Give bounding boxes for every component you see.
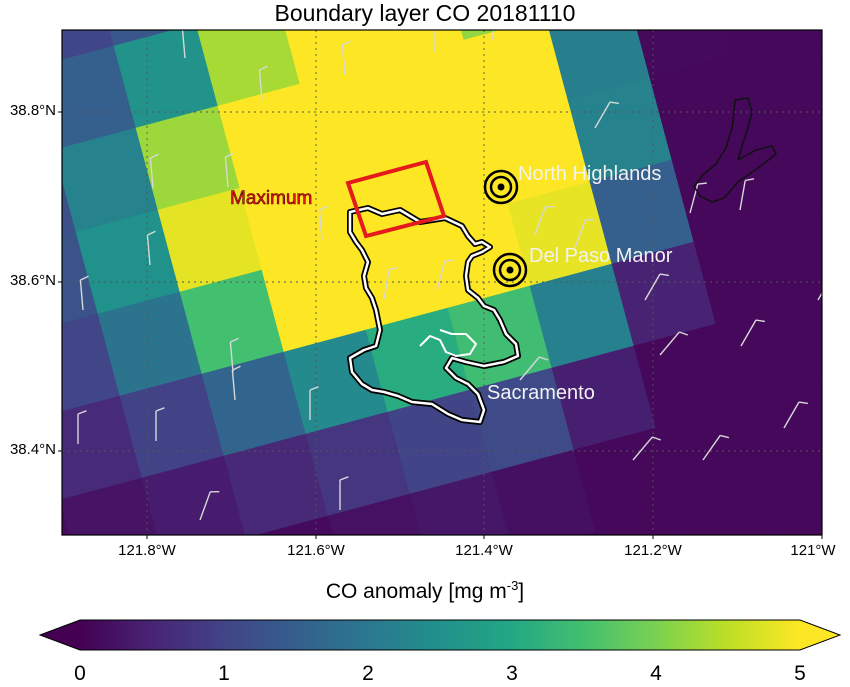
wind-barb [224,157,229,188]
axis-ticks [58,111,823,539]
wind-barb-flag [659,273,669,277]
wind-barb-flag [77,410,87,415]
wind-barb-flag [697,182,707,185]
wind-barb-flag [80,275,89,281]
colorbar-tick-1: 1 [218,662,230,685]
wind-barb [491,30,495,41]
lon-label-121-2: 121.2°W [624,542,682,559]
wind-barb-flag [609,101,619,105]
wind-barb [146,235,151,266]
wind-barb [740,319,757,347]
wind-barb-flag [720,434,730,439]
wind-barb [632,436,653,461]
wind-barb-flag [497,9,506,11]
place-label-del-paso-manor: Del Paso Manor [529,245,673,267]
maximum-box [345,159,447,239]
place-label-sacramento: Sacramento [487,382,595,404]
wind-barb [229,342,234,373]
wind-barb [181,30,186,59]
wind-barb-flag [259,65,268,71]
site-marker-north-highlands [483,169,519,205]
wind-barb [594,101,611,129]
colorbar-tick-3: 3 [506,662,518,685]
lon-label-121-4: 121.4°W [455,542,513,559]
lat-label-38-6: 38.6°N [9,272,56,289]
colorbar-tick-4: 4 [650,662,662,685]
wind-barb [739,180,746,211]
wind-barb-flag [389,267,399,271]
wind-barb-flag [539,356,549,361]
wind-barb-flag [309,386,319,391]
wind-barb-flag [339,476,349,481]
wind-barb [149,158,154,189]
map-title: Boundary layer CO 20181110 [274,0,576,26]
sacramento-boundary [348,206,520,424]
colorbar-title: CO anomaly [mg m-3] [325,578,525,603]
wind-barb [258,70,263,101]
wind-barb [659,331,680,356]
wind-barb [383,269,390,300]
wind-barb-flag [147,230,156,236]
colorbar-tick-0: 0 [74,662,86,685]
wind-barb-flag [652,436,662,441]
wind-barb-flag [150,153,159,159]
lon-label-121: 121°W [790,542,836,559]
wind-barb [574,219,586,249]
site-marker-del-paso-manor [492,252,528,288]
wind-barb-flag [225,152,234,158]
wind-barb [519,356,540,381]
wind-barb-flag [833,274,842,275]
wind-barb [644,273,661,301]
wind-barbs [77,9,842,521]
wind-barb-flag [230,337,239,343]
wind-barb [436,260,446,291]
colorbar-tick-2: 2 [362,662,374,685]
wind-barb-flag [444,259,454,262]
wind-barb-flag [182,24,190,28]
wind-barb-flag [798,401,808,405]
maximum-label: Maximum [230,188,312,209]
wind-barb [79,280,84,311]
wind-barb [231,370,236,401]
northeast-region-outline [693,97,777,203]
lat-label-38-8: 38.8°N [9,102,56,119]
wind-barb [817,291,822,301]
wind-barb-flag [342,40,351,46]
colorbar-tick-5: 5 [794,662,806,685]
wind-barb [199,491,211,521]
lat-label-38-4: 38.4°N [9,441,56,458]
wind-barb-flag [319,205,328,211]
wind-barb [534,206,546,236]
co-anomaly-grid [62,30,822,535]
colorbar [38,619,842,651]
lon-label-121-6: 121.6°W [287,542,345,559]
sacramento-inner-boundary [419,329,477,357]
wind-barb-flag [679,331,689,336]
wind-barb-flag [745,178,755,182]
wind-barb [702,435,721,461]
place-label-north-highlands: North Highlands [518,163,661,185]
wind-barb [783,401,800,429]
wind-barb-flag [155,407,165,412]
wind-barb-flag [755,319,765,323]
wind-barb [318,210,323,241]
wind-barb [341,45,346,76]
wind-barb-flag [435,19,443,22]
graticule [62,30,822,535]
wind-barb-flag [232,365,241,371]
lon-label-121-8: 121.8°W [118,542,176,559]
